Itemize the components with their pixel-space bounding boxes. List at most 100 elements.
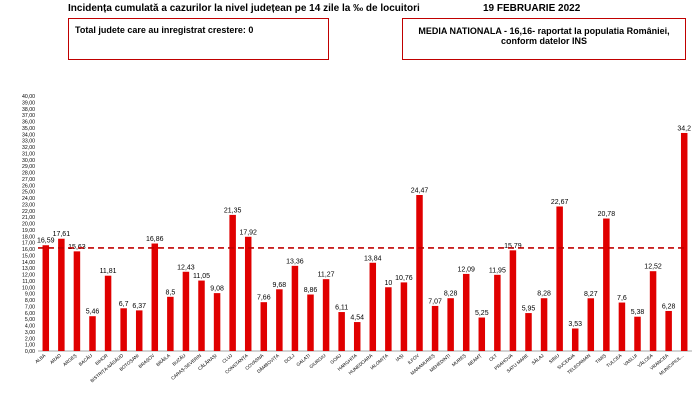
y-tick-label: 27,00 [22,177,35,183]
bar-value-label: 7,6 [617,295,627,302]
x-tick-label: SIBIU [548,353,560,365]
y-tick-label: 22,00 [22,209,35,215]
x-tick-label: GIURGIU [308,353,326,369]
bar [167,296,174,351]
bar-value-label: 6,7 [119,301,129,308]
report-date: 19 FEBRUARIE 2022 [483,3,581,14]
bar-value-label: 5,38 [631,309,645,316]
bar-value-label: 6,11 [335,305,348,312]
bar [665,310,672,351]
x-tick-label: TULCEA [605,352,623,368]
x-tick-label: NEAMȚ [467,353,483,367]
bar [307,294,314,351]
bar-value-label: 11,05 [193,273,210,280]
x-tick-label: OLT [488,353,498,362]
y-tick-label: 11,00 [22,279,35,285]
bar [540,298,548,351]
bar-value-label: 12,09 [457,266,475,273]
y-tick-label: 24,00 [22,196,35,202]
bar [198,280,205,351]
y-tick-label: 37,00 [22,113,35,119]
bar [135,310,143,351]
y-tick-label: 3,00 [25,330,35,336]
y-tick-label: 4,00 [25,324,35,330]
y-tick-label: 10,00 [22,285,35,291]
bar-value-label: 15,79 [504,243,522,250]
growth-info-text: Total judete care au inregistrat crester… [75,25,254,35]
bar [416,195,423,351]
y-tick-label: 17,00 [22,241,35,247]
bar [571,328,579,351]
bar [213,293,221,351]
y-tick-label: 25,00 [22,190,35,196]
bar-value-label: 12,52 [644,264,662,271]
bar [42,245,50,351]
y-tick-label: 32,00 [22,145,35,151]
bar-value-label: 16,86 [146,236,164,243]
x-tick-label: IAȘI [395,353,405,362]
bar-value-label: 16,59 [37,238,55,245]
x-tick-label: ARGEȘ [62,353,78,367]
bar-value-label: 9,68 [273,282,287,289]
bar [260,302,268,351]
x-tick-label: BRĂILA [155,352,172,368]
x-tick-label: ARAD [49,352,63,364]
bar-value-label: 34,2 [677,125,691,132]
bar-value-label: 6,28 [662,303,676,310]
bar [447,298,454,351]
y-tick-label: 16,00 [22,247,35,253]
bar-value-label: 11,95 [489,267,506,274]
bar-value-label: 9,08 [210,286,224,293]
bar [151,243,159,351]
bar [400,282,408,351]
bar-value-label: 21,35 [224,207,242,214]
bar-value-label: 5,46 [86,309,100,316]
national-average-line1: MEDIA NATIONALA - 16,16- raportat la pop… [418,26,670,36]
bar-value-label: 17,61 [53,231,71,238]
y-tick-label: 29,00 [22,164,35,170]
bar-value-label: 13,36 [286,258,304,265]
bar [58,238,65,351]
bar [618,302,626,351]
bar-value-label: 24,47 [411,188,429,195]
bar-value-label: 3,53 [568,321,582,328]
x-tick-label: GORJ [329,353,342,365]
bar-value-label: 10 [384,280,392,287]
bar [509,250,517,351]
bar [680,132,688,351]
bar [649,271,657,351]
bar-value-label: 8,5 [165,289,175,296]
bar-value-label: 13,84 [364,255,382,262]
y-tick-label: 7,00 [25,304,35,310]
bar-value-label: 7,66 [257,295,271,302]
x-tick-label: CLUJ [221,353,233,364]
y-tick-label: 0,00 [25,349,35,355]
bar [462,273,470,351]
y-tick-label: 39,00 [22,100,35,106]
y-tick-label: 20,00 [22,222,35,228]
y-tick-label: 31,00 [22,151,35,157]
bar [276,289,283,351]
y-tick-label: 40,00 [22,94,35,100]
bar [338,312,345,351]
x-tick-label: TIMIȘ [594,353,607,365]
x-tick-label: ALBA [34,352,47,364]
bar [322,279,330,351]
y-tick-label: 23,00 [22,202,35,208]
bar-value-label: 8,27 [584,291,598,298]
bar [634,316,641,351]
bar [120,308,127,351]
x-tick-label: BACĂU [77,352,93,367]
x-tick-label: SĂLAJ [530,352,545,366]
bar-value-label: 22,67 [551,199,569,206]
bar [291,265,299,351]
bar-value-label: 10,76 [395,275,413,282]
y-tick-label: 1,00 [25,343,35,349]
bar-value-label: 17,92 [239,229,257,236]
bar-value-label: 7,07 [428,298,442,305]
bar [104,275,112,351]
y-tick-label: 8,00 [25,298,35,304]
bar [353,322,361,351]
bar-value-label: 4,54 [350,315,364,322]
bar-value-label: 20,78 [598,211,616,218]
